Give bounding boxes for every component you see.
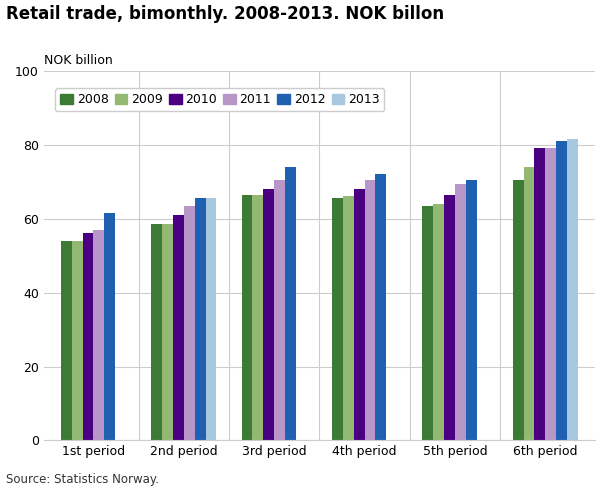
Bar bbox=[545, 148, 556, 441]
Bar bbox=[162, 224, 173, 441]
Bar bbox=[173, 215, 184, 441]
Bar bbox=[375, 174, 386, 441]
Bar bbox=[365, 180, 375, 441]
Text: Retail trade, bimonthly. 2008-2013. NOK billon: Retail trade, bimonthly. 2008-2013. NOK … bbox=[6, 5, 444, 23]
Text: NOK billion: NOK billion bbox=[44, 54, 112, 67]
Bar bbox=[556, 141, 567, 441]
Bar bbox=[72, 241, 82, 441]
Bar bbox=[422, 206, 433, 441]
Bar bbox=[455, 183, 466, 441]
Bar bbox=[285, 167, 296, 441]
Bar bbox=[567, 139, 578, 441]
Bar bbox=[444, 195, 455, 441]
Bar bbox=[264, 189, 274, 441]
Bar bbox=[151, 224, 162, 441]
Bar bbox=[253, 195, 264, 441]
Legend: 2008, 2009, 2010, 2011, 2012, 2013: 2008, 2009, 2010, 2011, 2012, 2013 bbox=[56, 88, 384, 111]
Bar bbox=[433, 204, 444, 441]
Bar bbox=[274, 180, 285, 441]
Bar bbox=[206, 198, 217, 441]
Bar bbox=[354, 189, 365, 441]
Bar bbox=[184, 206, 195, 441]
Bar bbox=[61, 241, 72, 441]
Bar bbox=[513, 180, 523, 441]
Bar bbox=[332, 198, 343, 441]
Bar bbox=[242, 195, 253, 441]
Bar bbox=[195, 198, 206, 441]
Bar bbox=[523, 167, 534, 441]
Text: Source: Statistics Norway.: Source: Statistics Norway. bbox=[6, 472, 159, 486]
Bar bbox=[466, 180, 476, 441]
Bar bbox=[93, 230, 104, 441]
Bar bbox=[534, 148, 545, 441]
Bar bbox=[104, 213, 115, 441]
Bar bbox=[343, 197, 354, 441]
Bar bbox=[82, 233, 93, 441]
